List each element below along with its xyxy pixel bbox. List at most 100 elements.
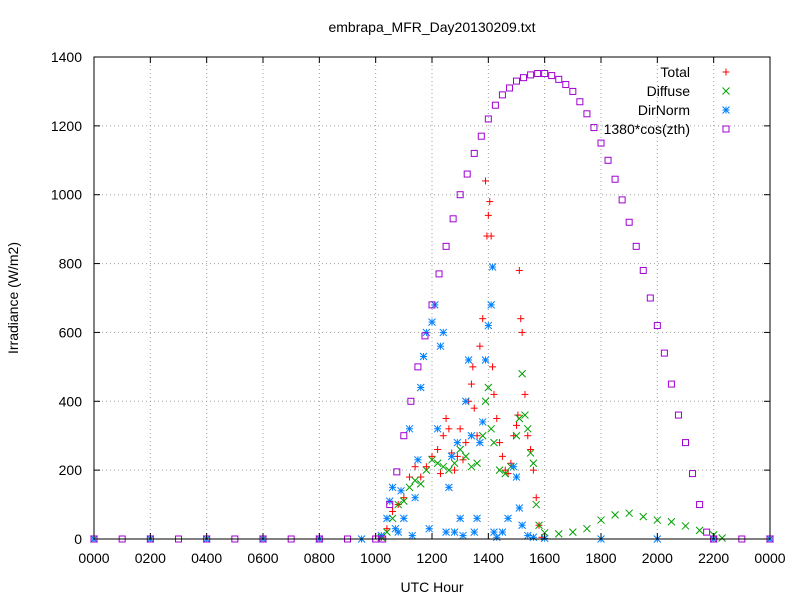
- data-point: [439, 432, 447, 440]
- legend-marker: [722, 87, 730, 95]
- data-point: [434, 445, 442, 453]
- data-point: [408, 531, 417, 540]
- data-point: [428, 452, 436, 460]
- data-point: [470, 528, 479, 536]
- data-point: [520, 74, 528, 82]
- legend-marker: [722, 125, 730, 133]
- data-point: [696, 501, 704, 509]
- y-tick-label: 600: [59, 324, 83, 340]
- data-point: [463, 170, 471, 178]
- data-point: [449, 215, 457, 223]
- data-point: [394, 528, 403, 536]
- legend-marker: [722, 68, 730, 76]
- data-point: [526, 449, 535, 457]
- data-point: [555, 75, 563, 83]
- data-point: [436, 342, 445, 351]
- data-point: [388, 483, 397, 492]
- data-point: [597, 139, 605, 147]
- data-point: [646, 294, 654, 302]
- data-point: [667, 380, 675, 388]
- data-point: [590, 124, 598, 132]
- data-point: [532, 494, 540, 502]
- data-point: [411, 493, 419, 502]
- data-point: [541, 70, 549, 78]
- data-point: [428, 301, 436, 309]
- data-point: [498, 528, 507, 536]
- data-point: [477, 132, 485, 140]
- data-point: [529, 459, 538, 468]
- data-point: [383, 514, 391, 523]
- legend: Total Diffuse DirNorm 1380*cos(zth): [604, 64, 730, 137]
- data-point: [484, 383, 493, 392]
- data-point: [411, 476, 419, 485]
- data-point: [488, 263, 497, 271]
- y-tick-label: 1200: [51, 118, 82, 134]
- data-point: [428, 318, 436, 326]
- data-point: [476, 342, 484, 350]
- data-point: [399, 514, 408, 523]
- data-point: [486, 198, 494, 206]
- data-point: [501, 469, 510, 478]
- data-point: [495, 466, 504, 474]
- x-tick-label: 1600: [529, 550, 560, 566]
- data-point: [464, 356, 473, 364]
- data-point: [498, 91, 506, 99]
- grid: [94, 57, 770, 539]
- data-point: [490, 528, 498, 536]
- data-point: [416, 480, 425, 488]
- data-point: [660, 349, 668, 357]
- data-point: [489, 363, 497, 371]
- data-point: [414, 455, 422, 464]
- data-point: [487, 301, 496, 309]
- data-point: [597, 516, 605, 524]
- data-point: [456, 514, 465, 523]
- x-tick-label: 0600: [247, 550, 278, 566]
- data-point: [459, 531, 467, 540]
- data-point: [421, 332, 429, 340]
- data-point: [532, 500, 541, 509]
- data-point: [504, 514, 512, 523]
- data-point: [513, 77, 520, 85]
- data-point: [518, 521, 526, 530]
- series-0: [377, 177, 546, 541]
- legend-label: Diffuse: [647, 83, 691, 99]
- data-point: [422, 466, 431, 474]
- data-point: [674, 411, 682, 419]
- data-point: [505, 84, 513, 92]
- data-point: [681, 522, 690, 530]
- data-point: [416, 383, 425, 392]
- data-point: [484, 211, 492, 219]
- x-tick-label: 0800: [304, 550, 335, 566]
- data-point: [695, 526, 704, 535]
- data-point: [470, 149, 478, 157]
- data-point: [456, 191, 464, 199]
- data-point: [496, 439, 504, 447]
- y-axis: 0 200 400 600 800 1000 1200 1400: [51, 49, 770, 547]
- x-tick-label: 0400: [191, 550, 222, 566]
- data-point: [462, 439, 470, 447]
- data-point: [467, 380, 475, 388]
- x-tick-label: 1200: [416, 550, 447, 566]
- data-point: [583, 110, 591, 118]
- data-point: [383, 525, 391, 533]
- data-point: [479, 315, 487, 323]
- x-tick-label: 2000: [642, 550, 673, 566]
- data-point: [521, 390, 529, 398]
- data-point: [527, 445, 535, 453]
- data-point: [461, 452, 470, 461]
- x-axis: 0000 0200 0400 0600 0800 1000 1200 1400 1600 1800…: [78, 57, 786, 566]
- data-point: [484, 321, 493, 330]
- data-point: [604, 156, 612, 164]
- data-point: [493, 415, 501, 422]
- data-point: [422, 463, 430, 471]
- data-point: [568, 528, 577, 536]
- data-point: [515, 414, 524, 423]
- data-point: [498, 452, 506, 460]
- data-point: [482, 177, 490, 185]
- data-point: [653, 322, 661, 330]
- data-point: [625, 218, 633, 226]
- data-point: [487, 232, 495, 240]
- data-point: [518, 369, 526, 378]
- data-point: [405, 483, 414, 492]
